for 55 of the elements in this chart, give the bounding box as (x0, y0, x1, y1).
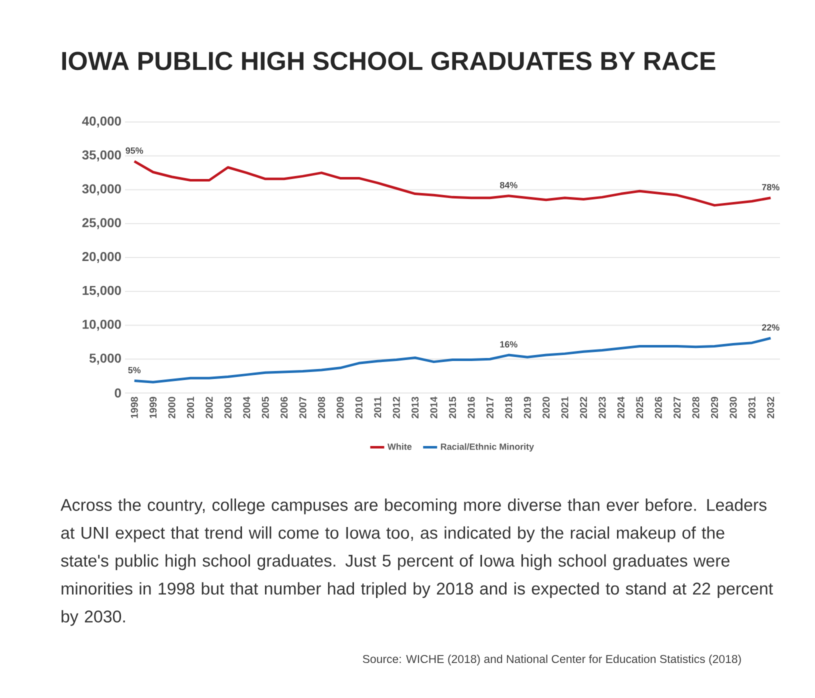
x-tick-label: 2027 (674, 396, 681, 418)
y-tick-label: 5,000 (89, 354, 121, 365)
text: Across the country, college campuses are becoming more diverse than ever before. Leaders at UNI expect that trend will come to Iowa too, as indicated by the racial makeup of the state's public high school graduates. Just 5 percent of Iowa high school graduates were minorities in 1998 but that number had tripled by 2018 and is expected to stand at 22 percent by 2030. (60, 498, 773, 626)
x-tick-label: 2001 (186, 396, 194, 418)
x-tick-label: 2018 (505, 396, 512, 418)
y-tick-label: 40,000 (82, 116, 121, 128)
x-tick-label: 1999 (150, 396, 157, 418)
x-tick-label: 2020 (542, 396, 550, 418)
x-tick-label: 2028 (692, 396, 700, 418)
x-tick-label: 2009 (336, 396, 344, 418)
x-tick-label: 2021 (561, 396, 568, 418)
x-tick-label: 2012 (392, 396, 400, 418)
x-tick-label: 2013 (412, 396, 419, 418)
x-tick-label: 2032 (767, 396, 774, 418)
x-tick-label: 2008 (318, 396, 326, 418)
x-tick-label: 2003 (224, 396, 232, 418)
x-tick-label: 2011 (374, 396, 382, 418)
x-tick-label: 2017 (486, 396, 494, 418)
y-tick-label: 10,000 (82, 320, 121, 331)
x-tick-label: 2007 (299, 396, 306, 418)
y-tick-label: 0 (114, 388, 121, 398)
x-tick-label: 1998 (130, 396, 138, 418)
y-tick-label: 15,000 (82, 286, 121, 297)
x-tick-label: 2023 (598, 396, 606, 418)
source-note: Source: WICHE (2018) and National Center for Education Statistics (2018) (362, 654, 741, 666)
annotation: 22% (762, 324, 780, 331)
x-tick-label: 2005 (262, 396, 269, 418)
x-tick-label: 2016 (468, 396, 475, 418)
chart-title: IOWA PUBLIC HIGH SCHOOL GRADUATES BY RACE (62, 52, 716, 70)
x-tick-label: 2004 (243, 396, 250, 418)
annotation: 78% (762, 184, 780, 190)
x-tick-label: 2014 (430, 396, 438, 418)
x-tick-label: 2030 (730, 396, 737, 418)
x-tick-label: 2002 (206, 396, 213, 418)
x-tick-label: 2022 (580, 396, 588, 418)
annotation: 5% (128, 366, 141, 374)
x-tick-label: 2025 (636, 396, 644, 418)
annotation: 95% (126, 147, 144, 154)
x-tick-label: 2010 (355, 396, 362, 418)
x-tick-label: 2000 (168, 396, 176, 418)
x-tick-label: 2024 (617, 396, 624, 418)
x-tick-label: 2026 (654, 396, 662, 418)
x-tick-label: 2029 (710, 396, 718, 418)
y-tick-label: 20,000 (82, 252, 121, 264)
y-tick-label: 35,000 (82, 150, 121, 162)
x-tick-label: 2019 (524, 396, 531, 418)
legend-label: White (387, 443, 412, 450)
annotation: 84% (500, 182, 518, 188)
y-tick-label: 25,000 (82, 218, 121, 230)
y-tick-label: 30,000 (82, 184, 121, 196)
annotation: 16% (500, 341, 518, 348)
x-tick-label: 2015 (448, 396, 456, 418)
x-tick-label: 2006 (280, 396, 288, 418)
legend-label: Racial/Ethnic Minority (440, 443, 534, 452)
x-tick-label: 2031 (748, 396, 756, 418)
